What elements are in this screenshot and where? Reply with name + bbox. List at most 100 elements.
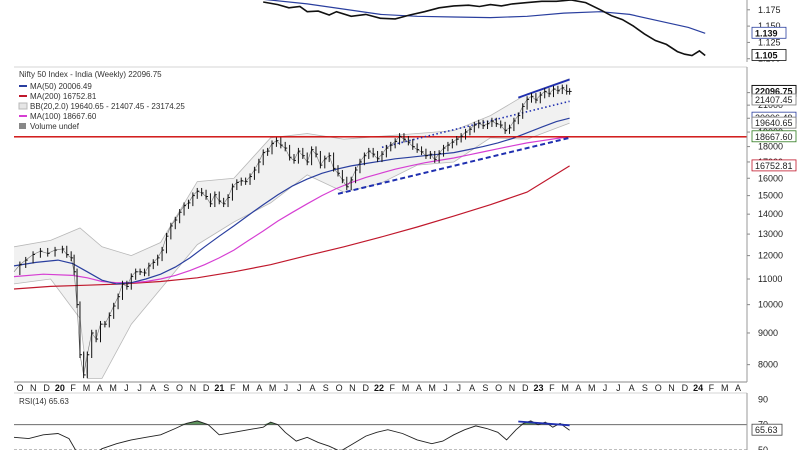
legend-title: Nifty 50 Index - India (Weekly) 22096.75	[19, 70, 162, 79]
x-axis-label-45: J	[616, 383, 621, 393]
ratio-ma-line	[264, 0, 706, 34]
x-axis-label-9: J	[137, 383, 142, 393]
x-axis-label-54: A	[735, 383, 741, 393]
x-axis-label-18: A	[256, 383, 262, 393]
x-axis-label-36: O	[495, 383, 502, 393]
x-axis-label-25: N	[349, 383, 356, 393]
x-axis-label-19: M	[269, 383, 277, 393]
x-axis-label-41: M	[561, 383, 569, 393]
rsi-value-label: 65.63	[755, 425, 778, 435]
x-axis-label-46: A	[629, 383, 635, 393]
legend-ma100: MA(100) 18667.60	[30, 112, 97, 121]
x-axis-label-31: M	[428, 383, 436, 393]
x-axis-label-11: S	[163, 383, 169, 393]
ma100-value-label: 18667.60	[755, 132, 793, 142]
x-axis-label-29: M	[402, 383, 410, 393]
bollinger-upper-line	[13, 78, 570, 257]
x-axis-label-13: N	[190, 383, 197, 393]
bb-low-value-box	[751, 116, 797, 129]
legend-volume: Volume undef	[30, 122, 80, 131]
x-axis-label-35: S	[482, 383, 488, 393]
x-axis-label-33: J	[457, 383, 462, 393]
x-axis-label-6: A	[97, 383, 103, 393]
ma200-value-box	[751, 159, 797, 172]
x-axis-label-14: D	[203, 383, 210, 393]
x-axis-label-44: J	[603, 383, 608, 393]
ratio-ma-value-box	[751, 26, 787, 39]
price-panel: 8000 9000 10000 11000 12000 13000 14000 15000 16…	[13, 66, 797, 393]
rsi-value-box	[751, 423, 783, 436]
x-axis-label-10: A	[150, 383, 156, 393]
x-axis-label-28: F	[390, 383, 396, 393]
ratio-value-label: 1.105	[755, 50, 778, 60]
ratio-tick-label-2: 1.125	[758, 37, 781, 47]
legend: Nifty 50 Index - India (Weekly) 22096.75…	[18, 70, 185, 131]
ratio-ma-value-label: 1.139	[755, 28, 778, 38]
x-axis-label-42: A	[575, 383, 581, 393]
legend-bb: BB(20,2.0) 19640.65 - 21407.45 - 23174.2…	[30, 102, 185, 111]
price-close-line	[13, 87, 570, 375]
rsi-divergence-line	[518, 420, 570, 427]
rsi-line	[13, 420, 570, 450]
x-axis-label-20: J	[284, 383, 289, 393]
price-tick-label-10: 18000	[758, 142, 783, 152]
ma50-line	[13, 117, 570, 285]
bb-mid-value-box	[751, 93, 797, 106]
price-tick-label-4: 12000	[758, 251, 783, 261]
x-axis-label-53: M	[721, 383, 729, 393]
ratio-tick-label-0: 1.175	[758, 5, 781, 15]
x-axis-label-27: 22	[374, 383, 384, 393]
rsi-tick-label-2: 50	[758, 445, 768, 450]
rsi-title: RSI(14) 65.63	[19, 397, 69, 406]
x-axis-label-1: N	[30, 383, 37, 393]
x-axis-label-47: S	[642, 383, 648, 393]
x-axis-label-37: N	[509, 383, 516, 393]
price-tick-label-0: 8000	[758, 360, 778, 370]
x-axis-label-51: 24	[693, 383, 703, 393]
x-axis-label-21: J	[297, 383, 302, 393]
x-axis-label-7: M	[109, 383, 117, 393]
x-axis-label-52: F	[709, 383, 715, 393]
x-axis-label-30: A	[416, 383, 422, 393]
x-axis-label-12: O	[176, 383, 183, 393]
rsi-panel: RSI(14) 65.63 90705065.63	[13, 392, 783, 450]
price-tick-label-3: 11000	[758, 274, 782, 284]
legend-swatch-bb	[18, 102, 28, 110]
x-axis-label-48: O	[655, 383, 662, 393]
price-tick-label-8: 16000	[758, 173, 783, 183]
legend-ma200: MA(200) 16752.81	[30, 92, 97, 101]
price-tick-label-7: 15000	[758, 191, 783, 201]
bb-mid-value-label: 21407.45	[755, 95, 793, 105]
price-tick-label-6: 14000	[758, 209, 783, 219]
x-axis-label-5: M	[83, 383, 91, 393]
x-axis-label-16: F	[230, 383, 236, 393]
bb-low-value-label: 19640.65	[755, 118, 793, 128]
x-axis-label-8: J	[124, 383, 129, 393]
x-axis-label-22: A	[310, 383, 316, 393]
x-axis-label-26: D	[362, 383, 369, 393]
legend-swatch-volume	[19, 123, 26, 129]
x-axis-label-2: D	[43, 383, 50, 393]
price-tick-label-5: 13000	[758, 229, 783, 239]
x-axis-label-50: D	[682, 383, 689, 393]
ratio-tick-label-1: 1.150	[758, 21, 781, 31]
x-axis-label-40: F	[549, 383, 555, 393]
price-value-label: 22096.75	[755, 86, 793, 96]
ma200-line	[13, 165, 570, 290]
x-axis-label-17: M	[242, 383, 250, 393]
x-axis-label-32: J	[443, 383, 448, 393]
ma200-value-label: 16752.81	[755, 161, 793, 171]
x-axis-label-34: A	[469, 383, 475, 393]
x-axis-label-39: 23	[534, 383, 544, 393]
ma100-value-box	[751, 130, 797, 143]
x-axis-label-4: F	[70, 383, 76, 393]
x-axis-label-3: 20	[55, 383, 65, 393]
x-axis-label-43: M	[588, 383, 596, 393]
x-axis-label-49: N	[668, 383, 675, 393]
x-axis-label-38: D	[522, 383, 529, 393]
x-axis-label-23: S	[323, 383, 329, 393]
legend-ma50: MA(50) 20006.49	[30, 82, 92, 91]
trendline-recent-top	[518, 78, 570, 99]
